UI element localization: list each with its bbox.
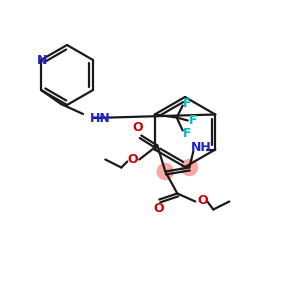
Text: NH: NH: [191, 141, 212, 154]
Text: F: F: [188, 114, 197, 127]
Text: F: F: [182, 127, 191, 140]
Text: O: O: [153, 202, 164, 215]
Text: O: O: [197, 194, 208, 207]
Text: F: F: [182, 97, 191, 110]
Circle shape: [157, 164, 173, 179]
Text: O: O: [132, 121, 142, 134]
Circle shape: [181, 160, 197, 176]
Text: O: O: [127, 153, 138, 166]
Text: N: N: [37, 55, 47, 68]
Text: HN: HN: [90, 112, 110, 124]
